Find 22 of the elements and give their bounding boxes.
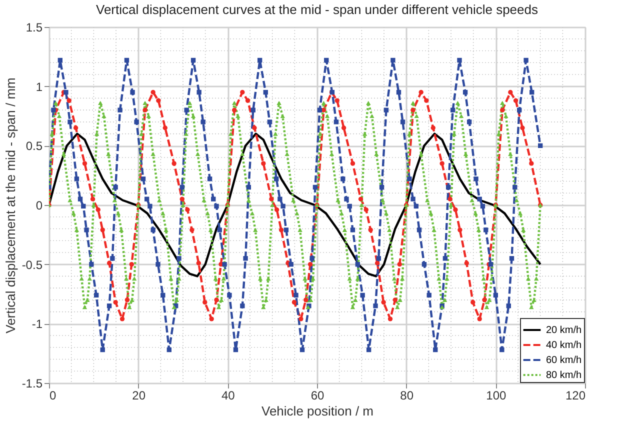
x-tick-label: 0 (50, 388, 56, 402)
legend-label: 40 km/h (546, 340, 582, 351)
y-axis-title: Vertical displacement at the mid - span / mm (2, 78, 18, 334)
y-tick-label: 0.5 (26, 139, 43, 154)
y-tick-label: 1.5 (26, 20, 43, 34)
x-tick-label: 60 (310, 388, 324, 402)
line-series (49, 132, 542, 278)
x-tick-label: 80 (400, 388, 414, 402)
y-tick-label: 0 (36, 198, 43, 212)
legend-label: 80 km/h (546, 370, 582, 381)
x-axis-title: Vehicle position / m (261, 404, 374, 418)
x-tick-label: 20 (132, 388, 146, 402)
legend-label: 60 km/h (546, 355, 582, 366)
x-tick-label: 120 (565, 388, 586, 402)
x-tick-label: 100 (486, 388, 506, 402)
chart-title: Vertical displacement curves at the mid - span under different vehicle speeds (96, 2, 538, 17)
y-tick-label: -0.5 (22, 258, 43, 272)
y-tick-label: -1 (32, 317, 43, 332)
y-tick-label: 1 (36, 80, 43, 94)
x-tick-label: 40 (221, 388, 236, 402)
y-tick-label: -1.5 (22, 376, 43, 390)
legend-label: 20 km/h (546, 325, 582, 336)
